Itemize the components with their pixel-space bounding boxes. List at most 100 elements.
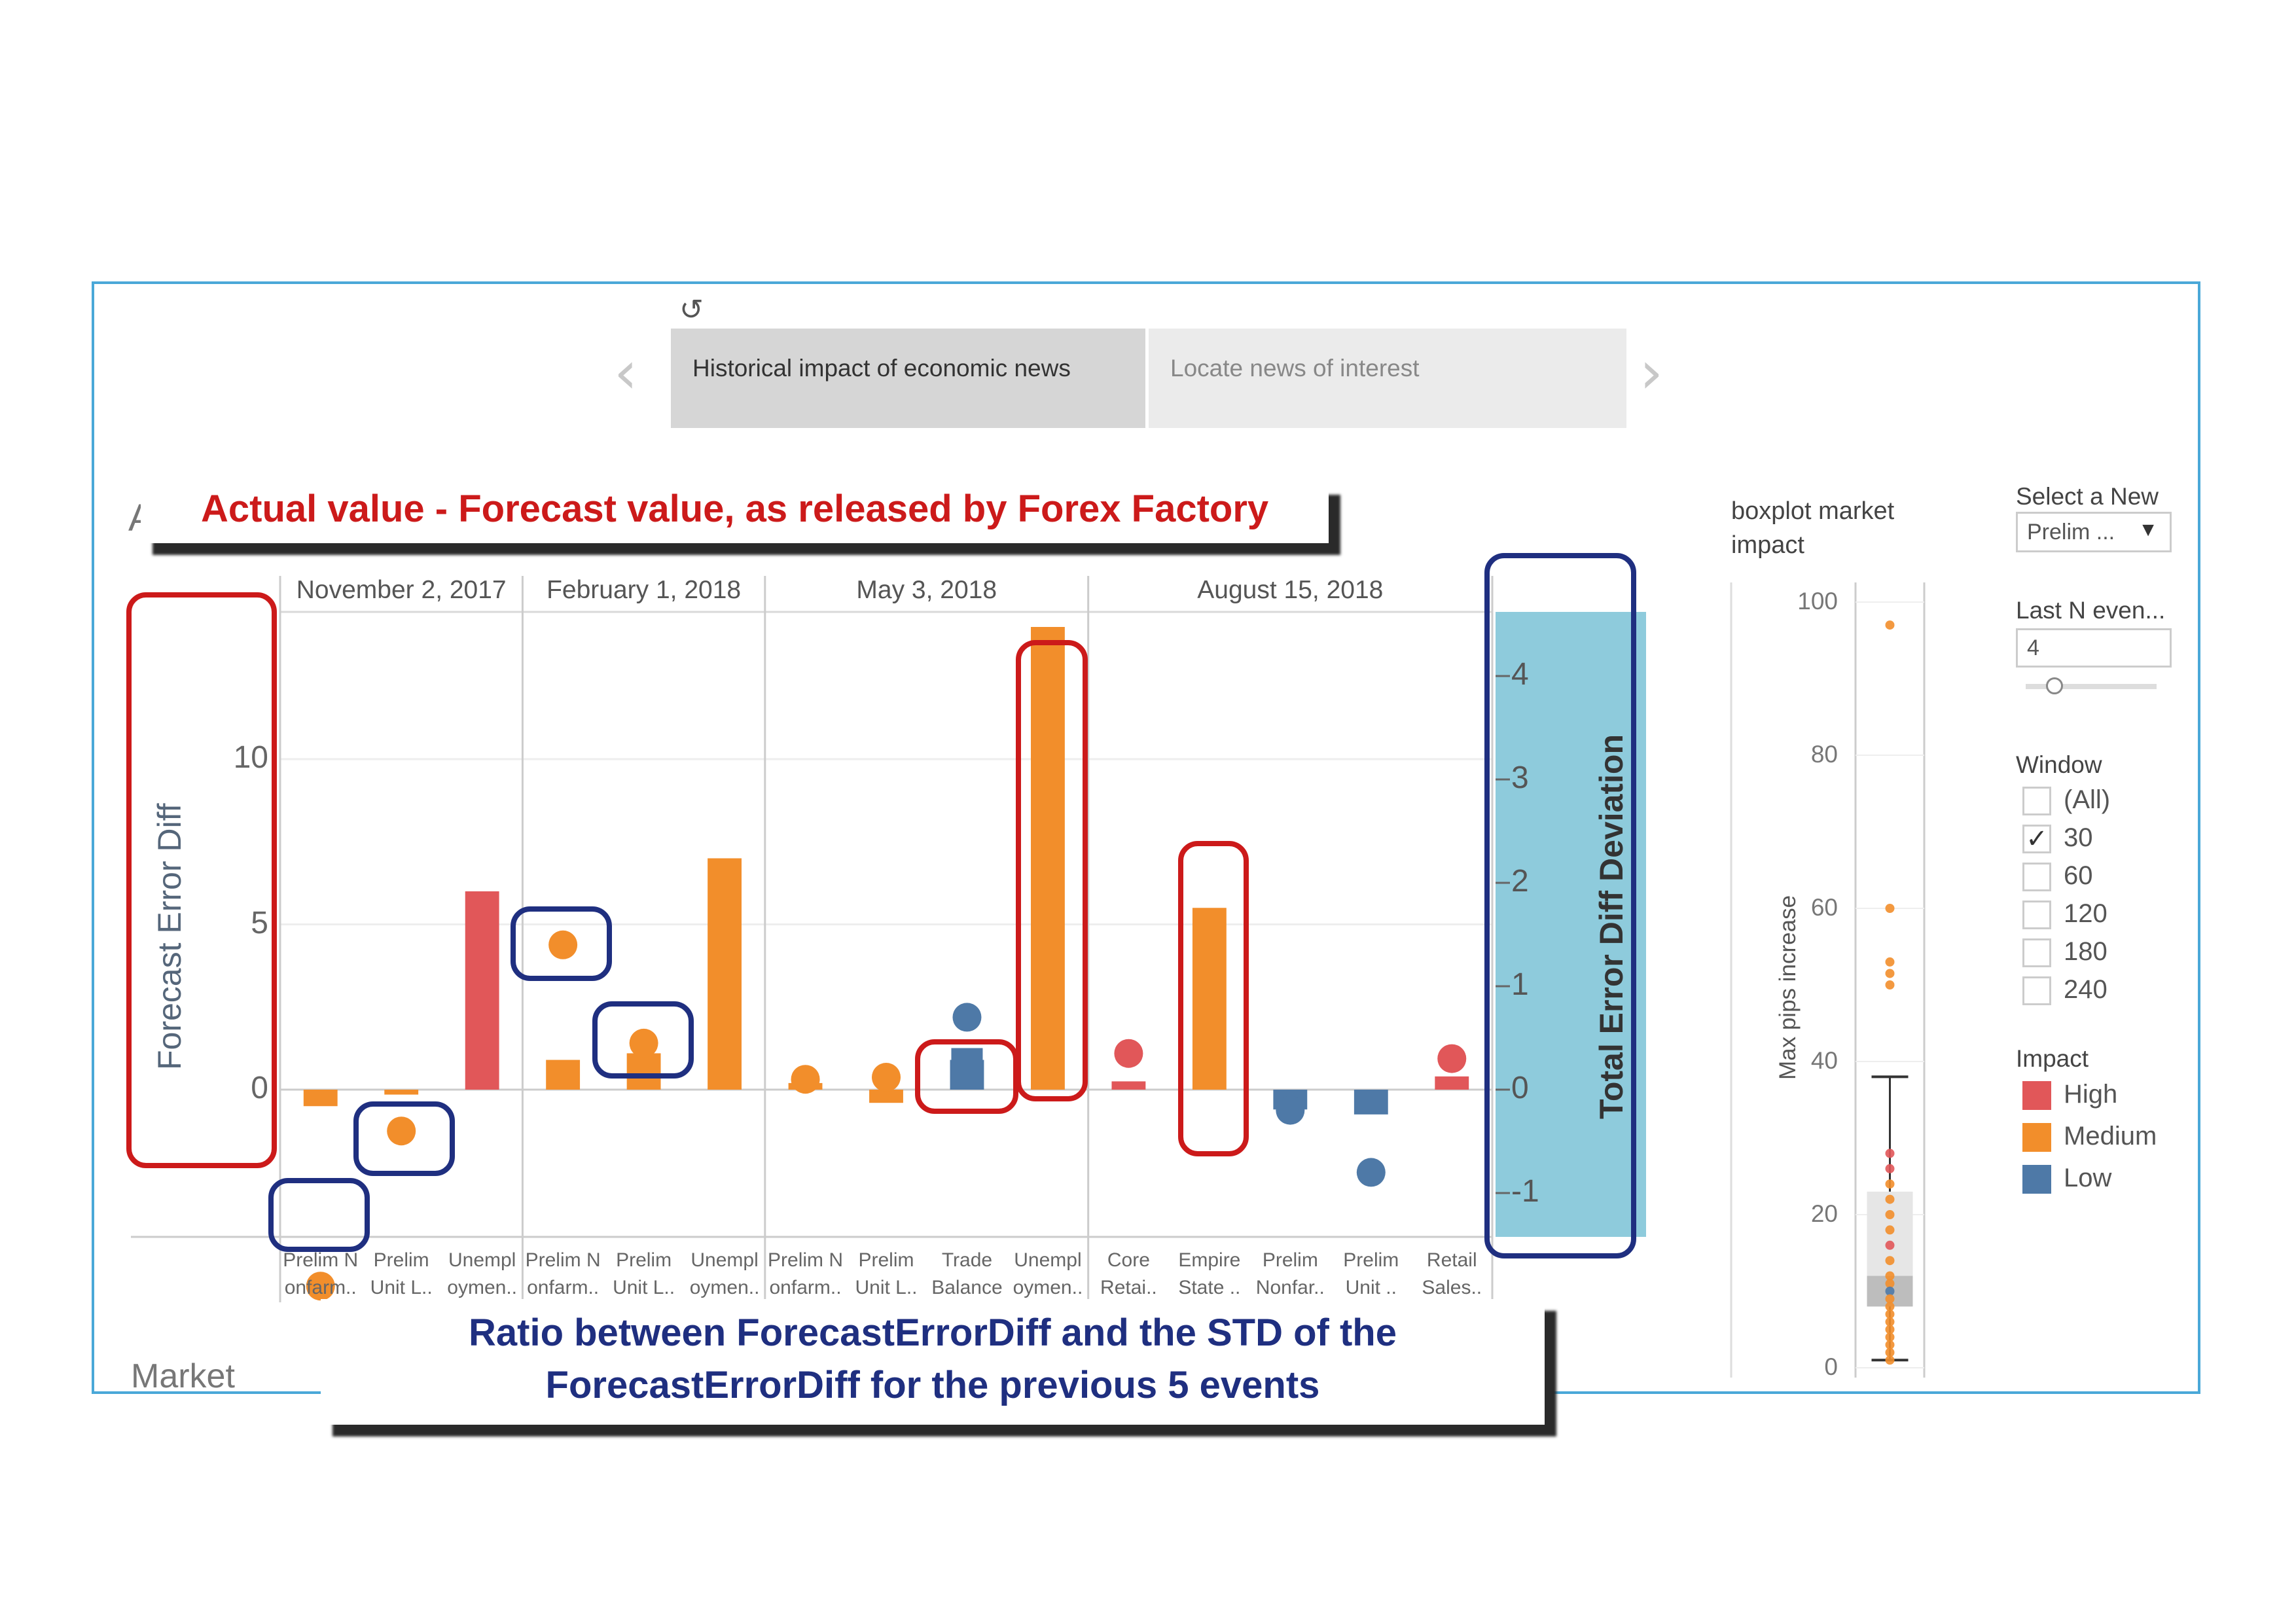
annotation-rect-empire-bar	[1178, 841, 1249, 1156]
top-annotation-callout: Actual value - Forecast value, as releas…	[141, 483, 1329, 543]
deviation-band	[1496, 612, 1646, 1237]
boxplot-tick-label: 100	[1797, 588, 1838, 615]
boxplot-point-14	[1885, 1279, 1895, 1289]
period-label: August 15, 2018	[1197, 576, 1384, 604]
window-option-label: 240	[2064, 975, 2108, 1004]
annotation-rect-point-feb-nfp	[511, 906, 612, 981]
category-label-line2: oymen..	[1013, 1277, 1083, 1298]
tab-locate-news[interactable]: Locate news of interest	[1149, 329, 1626, 428]
deviation-point-13	[1356, 1158, 1386, 1187]
boxplot-point-12	[1885, 1256, 1895, 1266]
deviation-point-0	[306, 1272, 335, 1301]
bar-14	[1435, 1076, 1469, 1090]
impact-swatch[interactable]	[2022, 1081, 2051, 1110]
market-section-title-obscured: Market	[131, 1357, 235, 1395]
boxplot-tick-label: 60	[1810, 894, 1838, 921]
category-label-line2: Sales..	[1422, 1277, 1482, 1298]
boxplot-point-13	[1885, 1271, 1895, 1281]
next-arrow-icon[interactable]: ›	[1640, 338, 1663, 407]
window-checkbox[interactable]	[2022, 901, 2051, 929]
boxplot-point-21	[1885, 1332, 1895, 1342]
category-label-line1: Prelim	[373, 1249, 429, 1271]
boxplot-point-0	[1885, 620, 1895, 630]
deviation-point-4	[629, 1028, 658, 1058]
category-label: Prelim Nonfar..	[1247, 1247, 1333, 1302]
category-label: Prelim Unit L..	[844, 1247, 929, 1302]
category-label: Prelim Unit L..	[601, 1247, 687, 1302]
category-label: Prelim N onfarm..	[763, 1247, 848, 1302]
window-option-label: 120	[2064, 899, 2108, 928]
category-label-line2: Unit L..	[613, 1277, 675, 1298]
deviation-point-7	[872, 1063, 901, 1092]
last-n-slider-track[interactable]	[2026, 684, 2157, 689]
boxplot-point-3	[1885, 969, 1895, 978]
impact-legend-label: High	[2064, 1080, 2118, 1109]
y-tick-label: 10	[233, 740, 268, 775]
annotation-rect-yaxis	[126, 592, 277, 1168]
boxplot-point-11	[1885, 1240, 1895, 1250]
category-label: Unempl oymen..	[682, 1247, 767, 1302]
boxplot-tick-label: 20	[1810, 1200, 1838, 1227]
category-label-line2: Unit ..	[1345, 1277, 1397, 1298]
window-option-label: 30	[2064, 823, 2093, 852]
boxplot-tick-label: 80	[1810, 741, 1838, 768]
y2-tick-label: -1	[1511, 1174, 1539, 1209]
boxplot-point-19	[1885, 1317, 1895, 1327]
category-label-line1: Prelim	[616, 1249, 672, 1271]
undo-icon[interactable]: ↺	[679, 294, 704, 326]
category-label-line1: Core	[1107, 1249, 1150, 1271]
chevron-down-icon: ▼	[2138, 519, 2158, 541]
window-checkbox[interactable]	[2022, 787, 2051, 815]
boxplot-point-23	[1885, 1347, 1895, 1357]
y2-tick-label: 2	[1511, 864, 1529, 899]
y2-tick-label: 0	[1511, 1071, 1529, 1105]
window-checkbox[interactable]: ✓	[2022, 825, 2051, 853]
category-label-line1: Prelim	[1343, 1249, 1399, 1271]
y2-tick-label: 4	[1511, 657, 1529, 692]
last-n-slider-handle[interactable]	[2046, 677, 2063, 694]
impact-swatch[interactable]	[2022, 1123, 2051, 1152]
bar-3	[546, 1060, 581, 1090]
category-label-line1: Unempl	[1014, 1249, 1082, 1271]
deviation-point-12	[1276, 1096, 1305, 1125]
boxplot-point-8	[1885, 1194, 1895, 1204]
annotation-rect-point-feb-unit	[592, 1001, 694, 1079]
bar-13	[1354, 1090, 1388, 1115]
boxplot-point-20	[1885, 1325, 1895, 1334]
bar-11	[1192, 908, 1227, 1090]
last-n-events-input[interactable]: 4	[2016, 628, 2172, 668]
category-label: Core Retai..	[1086, 1247, 1171, 1302]
bar-0	[303, 1090, 338, 1107]
category-label: Unempl oymen..	[1005, 1247, 1090, 1302]
category-label-line1: Prelim	[1262, 1249, 1318, 1271]
category-label: Prelim N onfarm..	[520, 1247, 605, 1302]
period-label: February 1, 2018	[547, 576, 742, 604]
tab-historical-impact[interactable]: Historical impact of economic news	[671, 329, 1145, 428]
boxplot-point-4	[1885, 980, 1895, 990]
boxplot-point-16	[1885, 1294, 1895, 1304]
boxplot-tick-label: 40	[1810, 1047, 1838, 1074]
impact-legend-label: Impact	[2016, 1045, 2089, 1072]
window-checkbox[interactable]	[2022, 863, 2051, 891]
boxplot-point-10	[1885, 1225, 1895, 1235]
boxplot-point-6	[1885, 1164, 1895, 1173]
last-n-events-label: Last N even...	[2016, 597, 2166, 624]
category-label-line1: Trade	[941, 1249, 993, 1271]
prev-arrow-icon[interactable]: ‹	[614, 338, 637, 407]
bar-2	[465, 891, 499, 1090]
select-event-value: Prelim ...	[2027, 520, 2115, 544]
boxplot-point-15	[1885, 1287, 1895, 1296]
period-label: May 3, 2018	[856, 576, 997, 604]
y-tick-label: 0	[251, 1071, 268, 1105]
window-checkbox[interactable]	[2022, 938, 2051, 967]
select-event-dropdown[interactable]: Prelim ... ▼	[2016, 512, 2172, 552]
impact-swatch[interactable]	[2022, 1165, 2051, 1194]
bottom-annotation-callout: Ratio between ForecastErrorDiff and the …	[321, 1299, 1545, 1425]
category-label-line1: Retail	[1426, 1249, 1477, 1271]
boxplot-title: boxplot market impact	[1731, 497, 1895, 559]
deviation-point-14	[1437, 1044, 1467, 1073]
window-checkbox[interactable]	[2022, 976, 2051, 1005]
boxplot-point-24	[1885, 1355, 1895, 1365]
category-label-line2: Unit L..	[370, 1277, 433, 1298]
